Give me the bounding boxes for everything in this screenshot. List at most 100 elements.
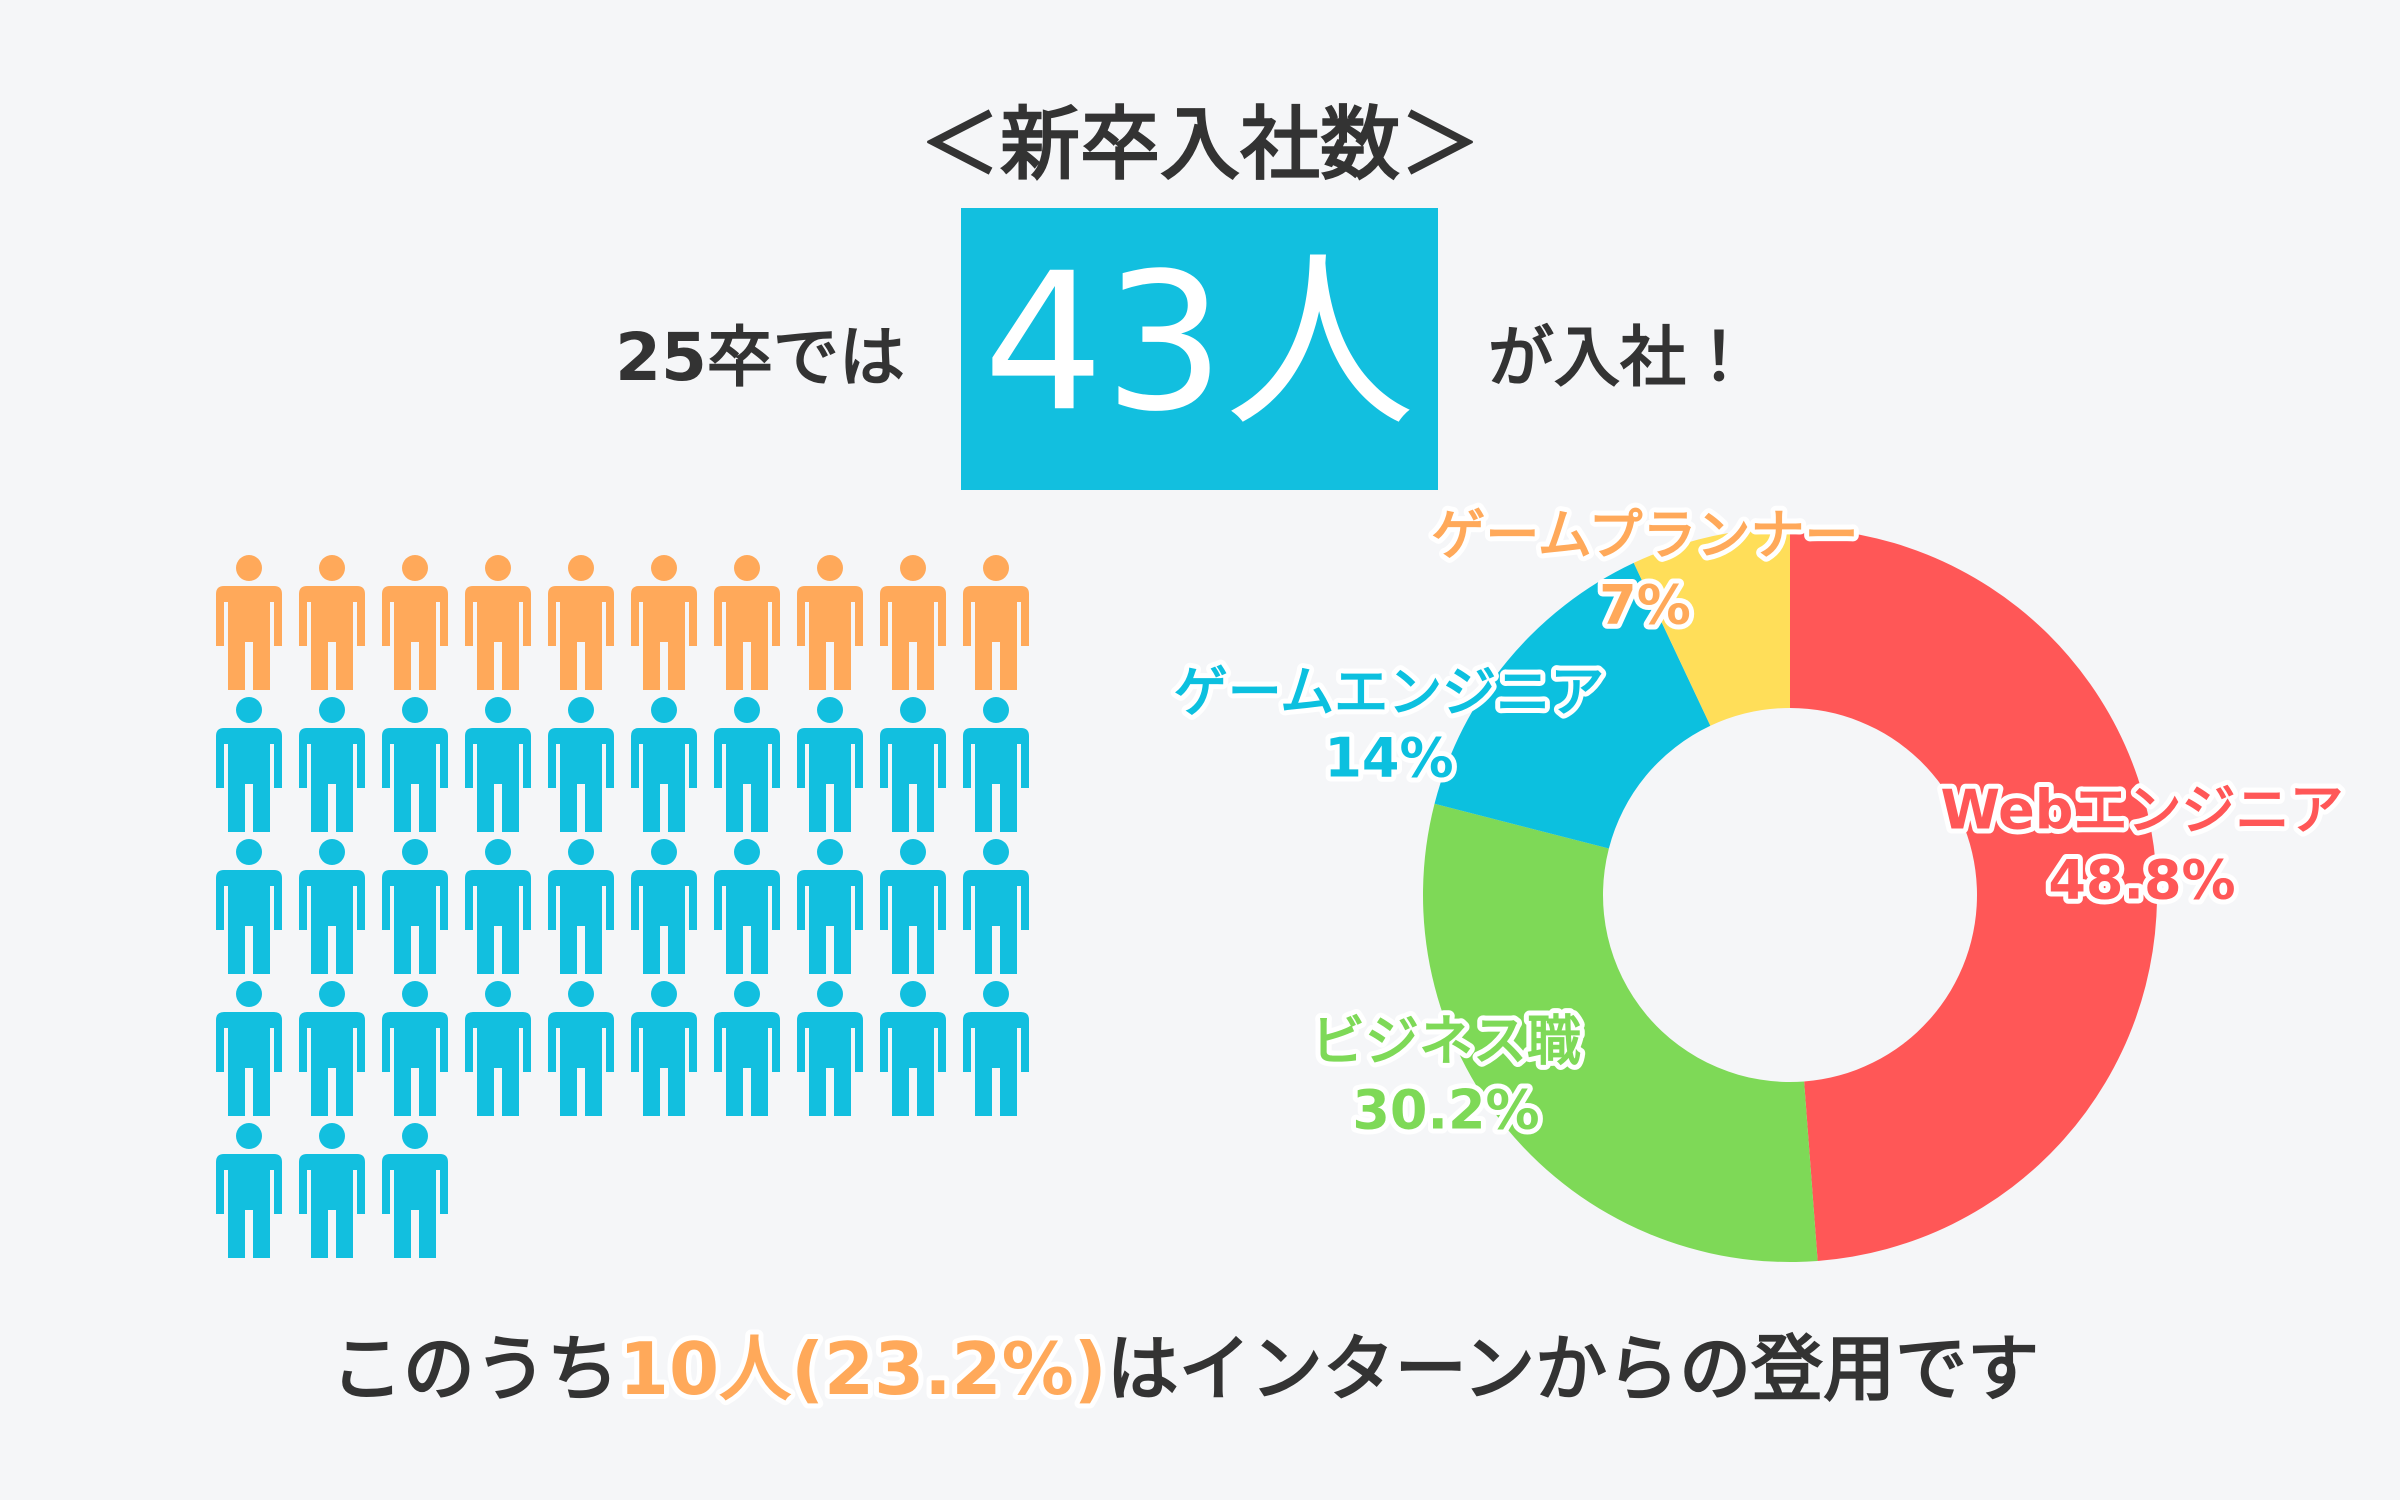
person-icon [880,981,946,1116]
person-icon [382,981,448,1116]
count-suffix: が入社！ [1488,319,1752,396]
person-icon [963,555,1029,690]
person-head [319,1123,345,1149]
slice-value-label: 48.8% [2048,849,2235,912]
person-head [734,555,760,581]
person-body [963,728,1029,832]
person-body [548,1012,614,1116]
person-body [548,870,614,974]
donut-slice [1434,562,1711,849]
footer: このうち10人(23.2%)はインターンからの登用です [331,1327,2039,1411]
person-icon [797,981,863,1116]
count-box [961,208,1438,490]
person-body [631,586,697,690]
slice-value-label: 30.2% [1352,1079,1539,1142]
person-head [402,697,428,723]
person-icon [548,697,614,832]
person-icon [382,1123,448,1258]
person-icon [299,555,365,690]
person-body [963,870,1029,974]
person-body [465,870,531,974]
person-head [319,555,345,581]
person-icon [714,981,780,1116]
person-icon [963,697,1029,832]
person-head [651,697,677,723]
person-head [402,555,428,581]
person-body [382,870,448,974]
person-body [465,1012,531,1116]
person-body [216,1012,282,1116]
person-body [714,728,780,832]
person-head [568,697,594,723]
person-body [216,728,282,832]
person-head [485,981,511,1007]
person-body [714,1012,780,1116]
person-head [319,839,345,865]
person-head [900,981,926,1007]
person-head [568,555,594,581]
person-body [797,728,863,832]
person-body [797,586,863,690]
slice-label: Webエンジニア [1941,779,2344,842]
person-body [299,586,365,690]
person-head [236,555,262,581]
person-body [880,870,946,974]
person-icon [382,697,448,832]
person-icon [631,555,697,690]
person-icon [548,555,614,690]
person-body [299,1154,365,1258]
person-head [651,839,677,865]
footer-highlight: 10人(23.2%) [619,1327,1107,1411]
person-icon [797,839,863,974]
person-icon [382,555,448,690]
person-head [983,555,1009,581]
person-head [983,981,1009,1007]
person-head [485,555,511,581]
person-icon [465,839,531,974]
person-icon [631,697,697,832]
person-body [299,1012,365,1116]
person-body [714,586,780,690]
person-body [382,1012,448,1116]
count: 43人 [983,232,1415,453]
person-head [734,981,760,1007]
footer-after: はインターンからの登用です [1107,1327,2039,1411]
person-body [382,586,448,690]
person-body [465,586,531,690]
person-icon [714,697,780,832]
person-head [651,981,677,1007]
person-head [983,839,1009,865]
person-icon [216,981,282,1116]
person-icon [880,839,946,974]
person-icon [465,555,531,690]
person-head [236,981,262,1007]
person-body [216,586,282,690]
person-body [299,728,365,832]
slice-label: ゲームプランナー [1431,504,1858,567]
count-prefix: 25卒では [615,319,905,396]
person-body [963,586,1029,690]
person-head [236,697,262,723]
person-icon [714,839,780,974]
person-icon [631,981,697,1116]
person-icon [216,1123,282,1258]
person-icon [797,555,863,690]
person-head [734,839,760,865]
person-head [402,839,428,865]
slice-value-label: 7% [1599,574,1691,637]
person-icon [216,839,282,974]
person-body [382,1154,448,1258]
person-head [651,555,677,581]
person-icon [963,839,1029,974]
person-icon [548,981,614,1116]
person-head [900,697,926,723]
title: ＜新卒入社数＞ [920,98,1480,191]
person-head [568,839,594,865]
person-body [631,870,697,974]
person-body [382,728,448,832]
person-body [880,586,946,690]
person-head [319,697,345,723]
person-body [216,1154,282,1258]
person-head [402,1123,428,1149]
